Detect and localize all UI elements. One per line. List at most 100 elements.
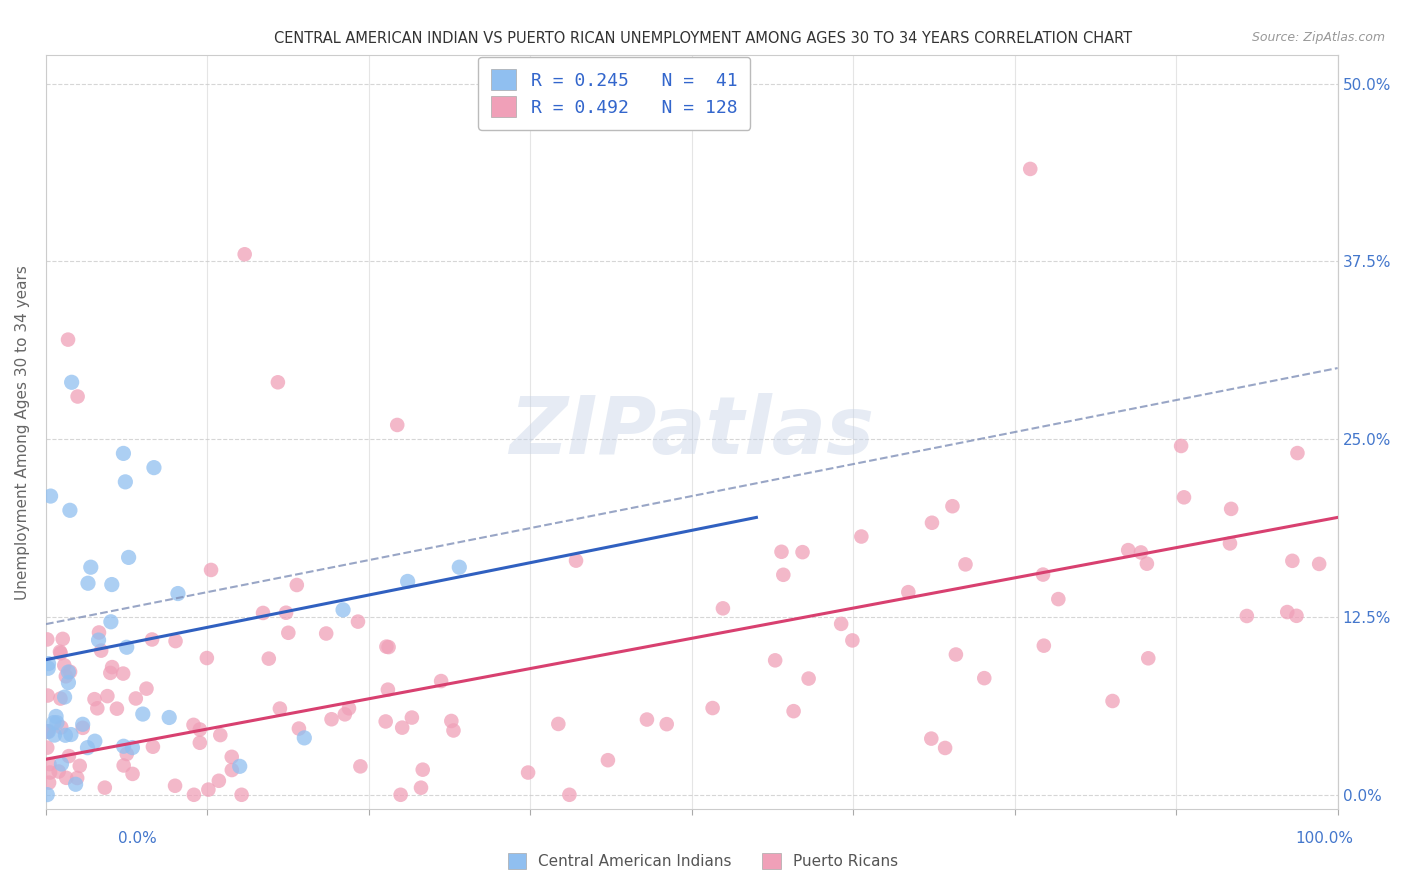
Point (770, 545, 793, 559)
Y-axis label: Unemployment Among Ages 30 to 34 years: Unemployment Among Ages 30 to 34 years (15, 265, 30, 599)
Point (1308, 557, 1330, 571)
Point (56, 333, 79, 347)
Point (1047, 592, 1070, 607)
Point (105, 701, 128, 715)
Point (1170, 439, 1192, 453)
Point (112, 446, 135, 460)
Point (77, 576, 100, 591)
Point (76, 740, 98, 755)
Point (337, 701, 360, 715)
Point (565, 554, 588, 568)
Point (1236, 609, 1258, 624)
Point (121, 767, 143, 781)
Point (375, 640, 398, 654)
Point (49, 646, 72, 660)
Text: 100.0%: 100.0% (1295, 831, 1354, 846)
Point (60, 376, 83, 390)
Point (42, 715, 65, 730)
Point (37, 788, 59, 802)
Point (1277, 605, 1299, 619)
Point (37, 661, 59, 675)
Point (443, 723, 465, 738)
Point (387, 417, 409, 432)
Point (391, 721, 413, 735)
Point (851, 529, 873, 543)
Point (87, 633, 110, 648)
Point (412, 763, 434, 777)
Text: 0.0%: 0.0% (118, 831, 157, 846)
Point (38, 775, 60, 789)
Point (797, 672, 820, 686)
Point (142, 460, 165, 475)
Point (941, 500, 963, 514)
Point (195, 651, 218, 665)
Point (288, 722, 311, 736)
Point (830, 616, 852, 631)
Point (252, 606, 274, 620)
Point (112, 758, 135, 772)
Point (101, 577, 124, 591)
Point (269, 701, 291, 715)
Point (409, 780, 432, 795)
Point (135, 681, 157, 696)
Point (920, 731, 942, 746)
Point (1220, 501, 1243, 516)
Point (396, 574, 419, 589)
Point (55, 669, 77, 683)
Point (48, 764, 70, 779)
Point (157, 710, 180, 724)
Point (596, 753, 619, 767)
Point (37, 724, 59, 739)
Point (58, 749, 80, 764)
Point (547, 717, 569, 731)
Point (117, 550, 139, 565)
Point (37, 689, 59, 703)
Point (37, 740, 59, 755)
Point (86, 701, 108, 715)
Point (1032, 639, 1054, 653)
Point (430, 674, 453, 689)
Point (636, 713, 658, 727)
Point (1219, 536, 1241, 550)
Point (72, 717, 94, 731)
Point (183, 788, 205, 802)
Point (83, 734, 105, 748)
Point (55, 728, 77, 742)
Point (141, 632, 163, 647)
Point (321, 712, 343, 726)
Point (52, 632, 75, 646)
Point (711, 601, 734, 615)
Point (332, 603, 354, 617)
Point (121, 740, 143, 755)
Point (449, 560, 471, 574)
Point (333, 707, 356, 722)
Point (37, 632, 59, 647)
Point (274, 606, 297, 620)
Point (188, 723, 211, 737)
Point (44, 728, 66, 742)
Point (197, 782, 219, 797)
Point (841, 633, 863, 648)
Point (38, 657, 60, 671)
Point (221, 763, 243, 777)
Point (49, 645, 72, 659)
Point (132, 707, 155, 722)
Point (702, 701, 724, 715)
Point (37, 724, 59, 739)
Point (558, 788, 581, 802)
Point (200, 563, 222, 577)
Point (1019, 161, 1042, 176)
Point (59, 727, 82, 741)
Point (228, 759, 250, 773)
Point (1137, 651, 1160, 665)
Point (51, 756, 73, 771)
Point (114, 475, 136, 489)
Point (347, 615, 370, 629)
Point (38, 757, 60, 772)
Point (59, 665, 82, 679)
Point (208, 773, 231, 788)
Point (1116, 543, 1139, 558)
Point (1129, 545, 1152, 559)
Point (115, 747, 138, 761)
Point (87, 625, 110, 640)
